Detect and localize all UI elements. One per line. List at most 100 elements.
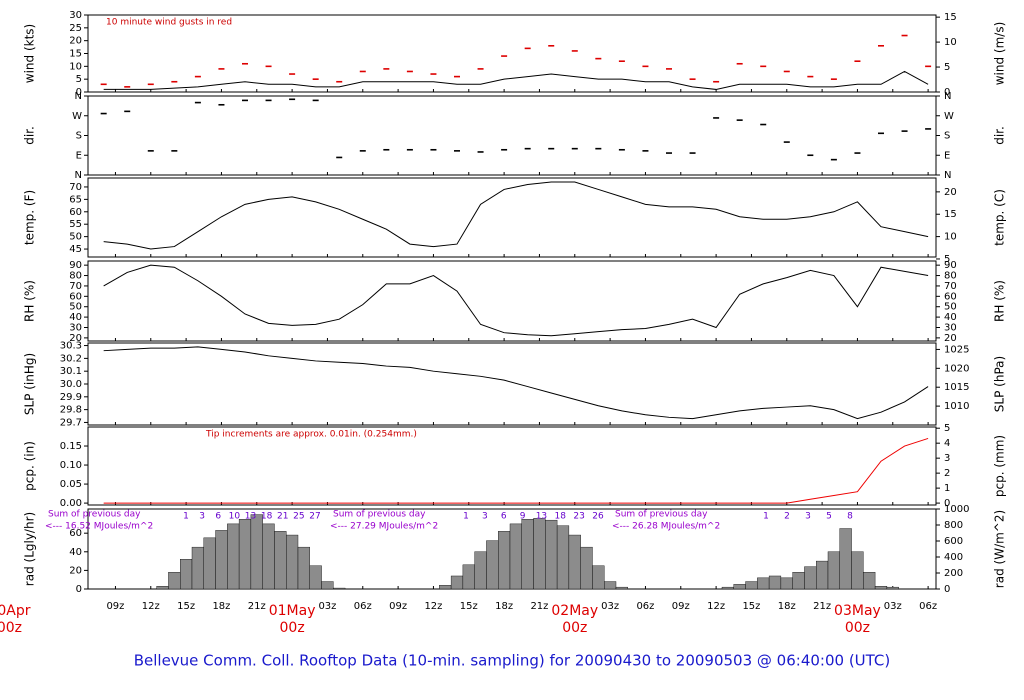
y-tick-label: 70 <box>69 281 82 292</box>
bar <box>792 572 805 590</box>
dot <box>147 150 154 152</box>
y-tick-label: 25 <box>69 23 82 34</box>
y2-tick-label: 5 <box>944 62 950 73</box>
sum-hour: 2 <box>784 512 790 522</box>
sum-hour: 3 <box>805 512 811 522</box>
y2-tick-label: 40 <box>944 312 957 323</box>
dot <box>642 65 649 68</box>
y-tick-label: 0.00 <box>60 498 82 509</box>
sum-hour: 1 <box>463 512 469 522</box>
y-tick-label: 0.15 <box>60 441 82 452</box>
series-line <box>103 437 929 504</box>
bar <box>874 586 888 590</box>
annotation: 10 minute wind gusts in red <box>106 18 232 28</box>
y2-tick-label: S <box>944 131 950 142</box>
y-tick-label: 0.10 <box>60 460 82 471</box>
sum-hour: 1 <box>763 512 769 522</box>
sum-hour: 27 <box>309 512 320 522</box>
y-tick-label: 5 <box>76 74 82 85</box>
sum-hour: 23 <box>573 512 584 522</box>
bar <box>474 551 487 590</box>
y-tick-label: 10 <box>69 61 82 72</box>
y2-tick-label: 90 <box>944 260 957 271</box>
y2-tick-label: 20 <box>944 187 957 198</box>
bar <box>804 566 817 590</box>
x-tick-label: 03z <box>318 601 336 612</box>
dot <box>501 55 508 57</box>
bar <box>757 577 770 590</box>
y2-tick-label: 1020 <box>944 363 969 374</box>
x-date-label: 30Apr <box>0 603 31 619</box>
dot <box>854 152 861 154</box>
dot <box>100 83 107 86</box>
y-tick-label: 20 <box>69 333 82 344</box>
bar <box>180 559 193 590</box>
y2-tick-label: 0 <box>944 498 950 509</box>
dot <box>265 65 272 68</box>
bar <box>780 577 793 590</box>
dot <box>312 78 319 80</box>
dot <box>241 62 248 65</box>
sum-hour: 9 <box>520 512 526 522</box>
chart-title: Bellevue Comm. Coll. Rooftop Data (10-mi… <box>134 652 891 670</box>
y-axis-label: dir. <box>23 126 37 145</box>
bar <box>439 585 452 590</box>
y-tick-label: 40 <box>69 312 82 323</box>
annotation: Tip increments are approx. 0.01in. (0.25… <box>205 430 417 440</box>
dot <box>925 65 932 68</box>
dot <box>359 150 366 152</box>
dot <box>595 57 602 60</box>
sum-hour: 6 <box>215 512 221 522</box>
x-tick-label: 18z <box>778 601 796 612</box>
dot <box>807 75 814 78</box>
dot <box>194 101 201 104</box>
dot <box>571 147 578 150</box>
y2-tick-label: 30 <box>944 322 957 333</box>
sum-hour: 3 <box>482 512 488 522</box>
bar <box>215 530 228 590</box>
y2-axis-label: wind (m/s) <box>993 22 1007 86</box>
bar <box>839 528 852 590</box>
y2-tick-label: E <box>944 150 950 161</box>
y-tick-label: 0 <box>76 87 82 98</box>
x-date-label: 03May <box>834 603 881 619</box>
sum-total: <--- 27.29 MJoules/m^2 <box>330 522 438 532</box>
y-tick-label: 0 <box>76 584 82 595</box>
y2-tick-label: 200 <box>944 568 963 579</box>
bar <box>745 581 758 590</box>
y2-tick-label: 0 <box>944 87 950 98</box>
dot <box>194 75 201 78</box>
dot <box>383 68 390 70</box>
y-axis-label: temp. (F) <box>23 190 37 245</box>
y-tick-label: 30 <box>69 322 82 333</box>
bar <box>733 584 746 590</box>
x-tick-label: 12z <box>142 601 160 612</box>
dot <box>218 68 225 70</box>
sum-total: <--- 26.28 MJoules/m^2 <box>612 522 720 532</box>
x-tick-label: 06z <box>354 601 372 612</box>
y2-tick-label: 400 <box>944 552 963 563</box>
dot <box>336 156 343 159</box>
y-tick-label: N <box>75 91 82 102</box>
x-tick-label: 06z <box>636 601 654 612</box>
dot <box>289 98 296 101</box>
dot <box>383 148 390 151</box>
bar <box>191 546 204 590</box>
y2-tick-label: 50 <box>944 302 957 313</box>
bar <box>721 586 734 590</box>
sum-label: Sum of previous day <box>333 510 426 520</box>
dot <box>524 147 531 150</box>
sum-hour: 5 <box>826 512 832 522</box>
bar <box>309 565 322 590</box>
bar <box>816 560 829 590</box>
bar <box>827 551 840 590</box>
dot <box>618 148 625 151</box>
bar <box>509 523 522 590</box>
y-tick-label: 15 <box>69 49 82 60</box>
bar <box>498 531 511 590</box>
y-tick-label: 60 <box>69 207 82 218</box>
dot <box>124 110 131 113</box>
dot <box>713 117 720 119</box>
y2-axis-label: rad (W/m^2) <box>993 510 1007 588</box>
bar <box>286 534 299 590</box>
